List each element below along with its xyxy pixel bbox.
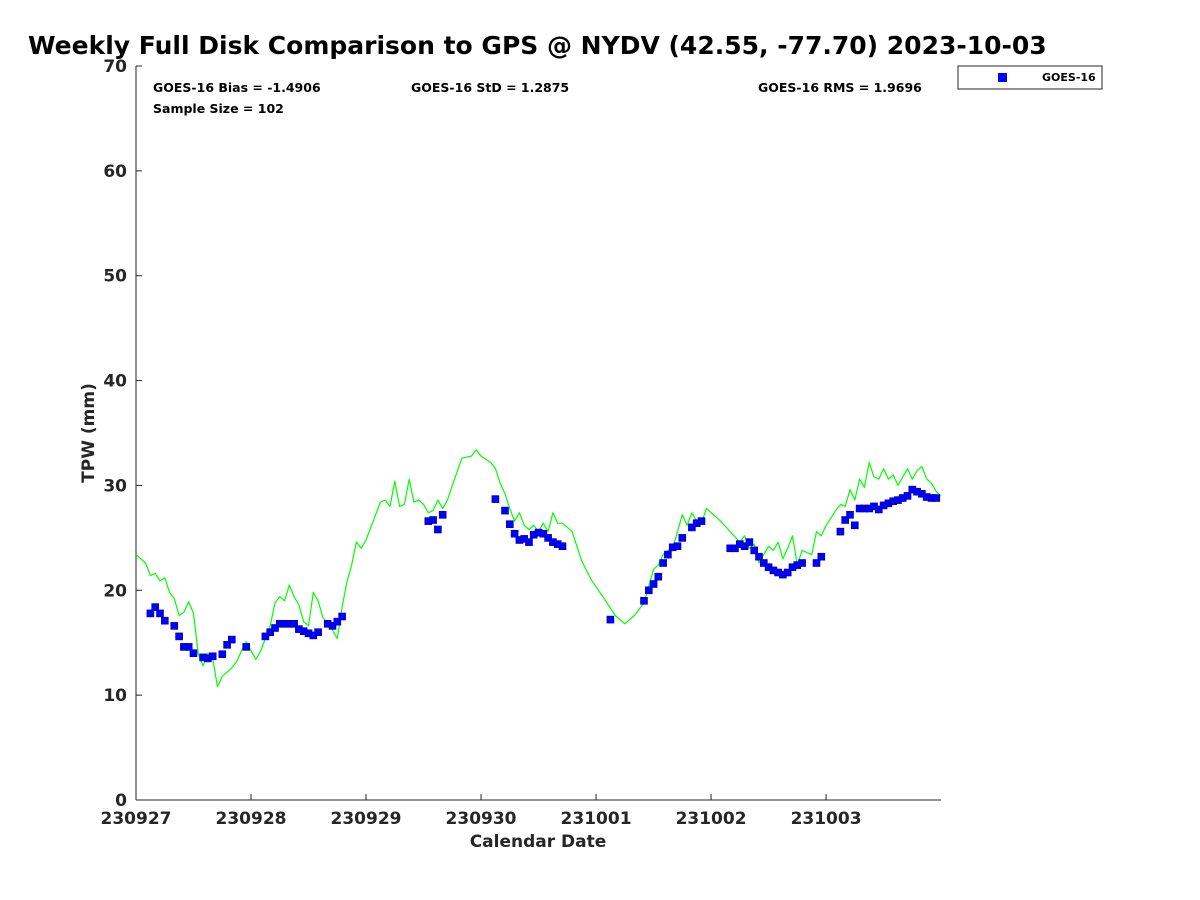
- goes16-point: [208, 652, 217, 661]
- goes16-point: [218, 650, 227, 659]
- goes16-point: [874, 505, 883, 514]
- x-tick-label: 231003: [791, 809, 862, 829]
- x-tick-label: 230927: [101, 809, 172, 829]
- legend: GOES-16: [957, 65, 1103, 90]
- goes16-point: [242, 643, 250, 651]
- x-tick-label: 231002: [676, 809, 747, 829]
- goes16-point: [223, 640, 231, 649]
- gps-line-layer: [135, 449, 942, 688]
- goes16-point: [932, 494, 941, 502]
- goes16-point: [539, 529, 548, 538]
- goes16-point: [644, 586, 653, 595]
- goes16-points-layer: [146, 485, 941, 663]
- goes16-point: [812, 559, 821, 567]
- goes16-point: [170, 622, 179, 630]
- goes16-point: [783, 568, 792, 577]
- goes16-point: [740, 542, 749, 551]
- goes16-point: [525, 538, 533, 546]
- goes16-point: [175, 632, 183, 641]
- plot-area: 0 10 20 30 40 50 60 70 230927 230928 230929 230930…: [101, 57, 942, 829]
- goes16-point: [745, 538, 754, 546]
- goes16-point: [798, 559, 806, 567]
- goes16-point: [755, 552, 763, 561]
- goes16-point: [846, 510, 854, 519]
- x-tick-label: 230928: [216, 809, 287, 829]
- goes16-point: [817, 552, 826, 561]
- goes16-point: [697, 517, 706, 525]
- chart-title: Weekly Full Disk Comparison to GPS @ NYD…: [28, 31, 1047, 60]
- goes16-point: [434, 525, 442, 534]
- y-tick-label: 60: [103, 162, 127, 182]
- stat-sample-size: Sample Size = 102: [153, 101, 284, 116]
- goes16-point: [261, 632, 270, 641]
- gps-tpw-line: [135, 449, 942, 688]
- goes16-point: [510, 529, 519, 538]
- goes16-point: [184, 643, 193, 651]
- goes16-point: [189, 649, 198, 658]
- goes16-point: [903, 492, 912, 500]
- goes16-point: [841, 516, 850, 524]
- legend-label-goes16: GOES-16: [1042, 71, 1096, 84]
- goes16-point: [271, 624, 279, 632]
- y-tick-label: 0: [115, 791, 127, 811]
- goes16-point: [850, 521, 859, 530]
- goes16-point: [659, 559, 667, 567]
- goes16-point: [266, 628, 275, 637]
- goes16-point: [501, 506, 509, 515]
- goes16-point: [161, 616, 169, 625]
- goes16-point: [338, 612, 346, 621]
- x-tick-label: 230930: [446, 809, 517, 829]
- y-tick-label: 50: [103, 267, 127, 287]
- goes16-point: [151, 603, 159, 611]
- goes16-point: [156, 609, 164, 618]
- y-tick-label: 70: [103, 57, 127, 77]
- goes16-point: [333, 617, 342, 626]
- y-tick-label: 40: [103, 372, 127, 392]
- goes16-point: [505, 520, 514, 529]
- y-axis-label: TPW (mm): [79, 383, 99, 483]
- x-axis-label: Calendar Date: [470, 832, 607, 852]
- goes16-point: [673, 542, 682, 551]
- x-ticks: 230927 230928 230929 230930 231001 231002 2310…: [101, 794, 862, 829]
- y-tick-label: 30: [103, 476, 127, 496]
- goes16-point: [654, 572, 663, 581]
- goes16-point: [731, 544, 739, 553]
- stat-rms: GOES-16 RMS = 1.9696: [758, 80, 922, 95]
- goes16-point: [544, 534, 552, 542]
- goes16-point: [228, 635, 236, 644]
- y-ticks: 0 10 20 30 40 50 60 70: [103, 57, 142, 811]
- y-tick-label: 10: [103, 686, 127, 706]
- goes16-point: [688, 523, 696, 532]
- goes16-point: [314, 628, 322, 637]
- goes16-point: [558, 542, 567, 551]
- goes16-point: [429, 516, 437, 524]
- goes16-point: [491, 495, 500, 503]
- x-tick-label: 231001: [561, 809, 632, 829]
- goes16-point: [640, 596, 648, 605]
- stat-bias: GOES-16 Bias = -1.4906: [153, 80, 321, 95]
- goes16-point: [606, 615, 615, 624]
- goes16-point: [649, 580, 658, 588]
- goes16-point: [678, 534, 687, 542]
- goes16-point: [759, 559, 768, 567]
- goes16-point: [836, 527, 845, 536]
- goes16-point: [146, 609, 155, 618]
- goes16-point: [328, 622, 337, 630]
- goes16-point: [290, 619, 298, 628]
- goes16-point: [664, 550, 672, 559]
- goes16-point: [438, 510, 447, 519]
- x-tick-label: 230929: [331, 809, 402, 829]
- goes16-point: [750, 546, 759, 555]
- legend-box: [957, 65, 1103, 90]
- legend-marker-goes16: [998, 73, 1007, 82]
- y-tick-label: 20: [103, 581, 127, 601]
- stat-std: GOES-16 StD = 1.2875: [411, 80, 569, 95]
